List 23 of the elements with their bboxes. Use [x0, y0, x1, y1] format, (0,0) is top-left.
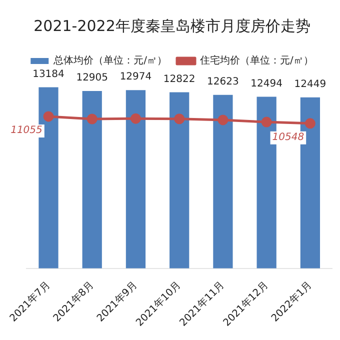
point — [86, 114, 98, 124]
bar — [82, 91, 102, 268]
data-label: 12974 — [120, 72, 152, 83]
data-label: 12905 — [76, 72, 108, 84]
data-label: 12623 — [207, 76, 239, 88]
data-label: 13184 — [32, 68, 64, 80]
point — [130, 113, 141, 124]
point — [174, 114, 185, 124]
point — [218, 114, 228, 126]
legend-label: 住宅均价（单位：元/㎡） — [200, 54, 314, 67]
legend-label: 总体均价（单位：元/㎡） — [52, 54, 168, 67]
data-label: 12494 — [250, 78, 282, 90]
bar — [170, 92, 190, 268]
point — [261, 116, 272, 128]
point — [43, 111, 54, 122]
data-label: 10548 — [272, 132, 304, 144]
data-label: 12822 — [163, 74, 196, 85]
bar — [126, 90, 146, 268]
point — [304, 118, 316, 129]
data-label: 11055 — [10, 125, 42, 136]
bar — [213, 94, 233, 268]
chart-title: 2021-2022年度秦皇岛楼市月度房价走势 — [34, 16, 310, 35]
data-label: 12449 — [294, 78, 326, 90]
